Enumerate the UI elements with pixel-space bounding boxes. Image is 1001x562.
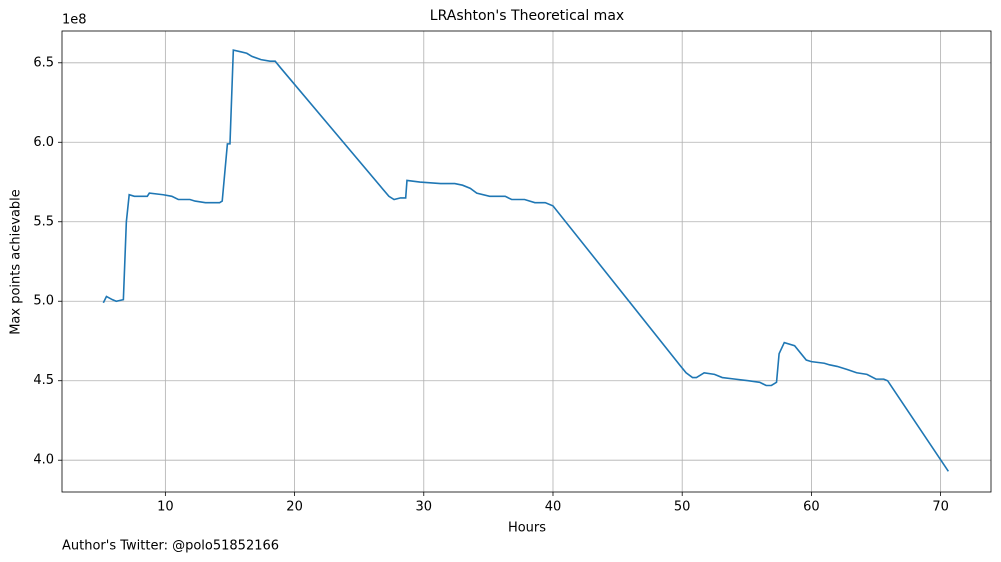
- x-tick-label: 70: [932, 500, 949, 515]
- y-tick-label: 6.5: [33, 55, 54, 70]
- y-tick-label: 4.5: [33, 373, 54, 388]
- x-tick-label: 20: [286, 500, 303, 515]
- x-axis-label: Hours: [508, 521, 546, 536]
- plot-frame: [61, 30, 992, 493]
- x-tick-label: 40: [545, 500, 562, 515]
- offset-label: 1e8: [62, 13, 87, 28]
- x-tick-label: 10: [157, 500, 174, 515]
- data-line: [102, 49, 950, 472]
- y-tick-label: 6.0: [33, 135, 54, 150]
- y-axis-label: Max points achievable: [9, 189, 24, 335]
- y-tick-label: 4.0: [33, 453, 54, 468]
- x-tick-label: 50: [674, 500, 691, 515]
- chart-title: LRAshton's Theoretical max: [430, 8, 624, 24]
- footnote: Author's Twitter: @polo51852166: [62, 539, 279, 554]
- x-tick-label: 60: [803, 500, 820, 515]
- y-tick-label: 5.0: [33, 294, 54, 309]
- y-tick-label: 5.5: [33, 214, 54, 229]
- x-tick-label: 30: [416, 500, 433, 515]
